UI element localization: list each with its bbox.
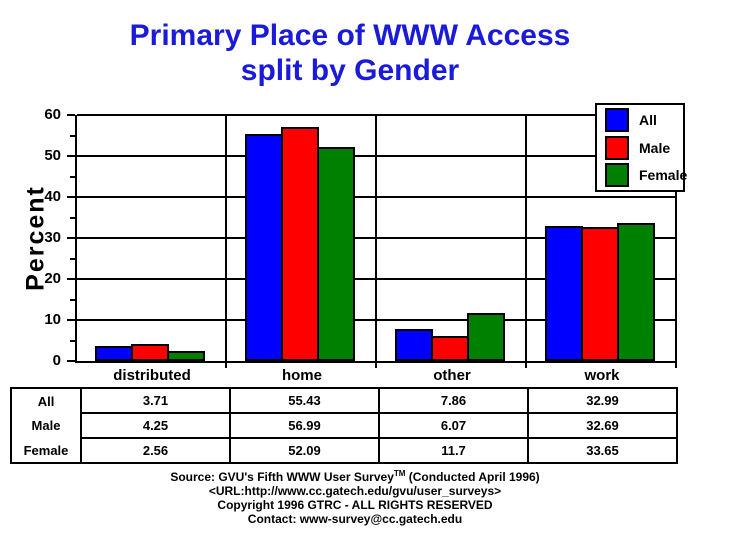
bar-all-work bbox=[545, 226, 583, 361]
gridline-20 bbox=[77, 278, 677, 280]
y-tick-55 bbox=[70, 134, 75, 137]
x-category-label-home: home bbox=[281, 367, 322, 384]
y-tick-label-0: 0 bbox=[52, 352, 61, 369]
y-tick-label-40: 40 bbox=[44, 188, 61, 205]
bar-female-distributed bbox=[167, 351, 205, 361]
y-tick-label-30: 30 bbox=[44, 229, 61, 246]
cell-all-other: 7.86 bbox=[378, 388, 528, 414]
cell-all-work: 32.99 bbox=[527, 388, 677, 414]
row-label-female: Female bbox=[11, 438, 82, 463]
gridline-30 bbox=[77, 237, 677, 239]
legend-swatch-male bbox=[605, 135, 629, 160]
x-category-label-distributed: distributed bbox=[113, 367, 191, 384]
legend-item-male: Male bbox=[605, 135, 683, 160]
bar-male-distributed bbox=[131, 344, 169, 361]
gridline-60 bbox=[77, 114, 677, 117]
x-category-label-work: work bbox=[584, 367, 620, 384]
cell-male-work: 32.69 bbox=[527, 413, 677, 439]
y-tick-50 bbox=[67, 155, 75, 157]
gridline-10 bbox=[77, 319, 677, 321]
x-category-label-other: other bbox=[433, 367, 471, 384]
category-divider-3 bbox=[525, 115, 527, 368]
legend-item-all: All bbox=[605, 108, 683, 133]
legend: All Male Female bbox=[595, 103, 687, 192]
y-tick-label-20: 20 bbox=[44, 270, 61, 287]
cell-male-home: 56.99 bbox=[229, 413, 379, 439]
data-table-body: All 3.71 55.43 7.86 32.99 Male 4.25 56.99 6.07 32… bbox=[11, 388, 677, 463]
gridline-50 bbox=[77, 155, 677, 157]
table-row-all: All 3.71 55.43 7.86 32.99 bbox=[11, 388, 677, 414]
y-tick-35 bbox=[70, 216, 75, 219]
y-tick-30 bbox=[67, 237, 75, 239]
y-tick-25 bbox=[70, 257, 75, 260]
gridline-40 bbox=[77, 196, 677, 198]
y-tick-60 bbox=[67, 114, 75, 117]
chart-title-line2: split by Gender bbox=[240, 54, 460, 87]
bar-female-other bbox=[467, 313, 505, 361]
cell-female-work: 33.65 bbox=[527, 438, 677, 463]
cell-male-other: 6.07 bbox=[378, 413, 528, 439]
legend-label-female: Female bbox=[639, 166, 688, 183]
cell-female-distributed: 2.56 bbox=[80, 438, 230, 463]
table-row-female: Female 2.56 52.09 11.7 33.65 bbox=[11, 438, 677, 463]
plot-right-border bbox=[675, 115, 677, 368]
row-label-male: Male bbox=[11, 413, 82, 438]
y-tick-5 bbox=[70, 339, 75, 342]
chart-title-line1: Primary Place of WWW Access bbox=[129, 19, 571, 52]
cell-female-home: 52.09 bbox=[229, 438, 379, 463]
row-label-all: All bbox=[11, 388, 82, 413]
y-tick-40 bbox=[67, 196, 75, 198]
legend-swatch-female bbox=[605, 162, 629, 187]
footer-source-suffix: (Conducted April 1996) bbox=[405, 470, 540, 484]
chart-title: Primary Place of WWW Access split by Gen… bbox=[0, 18, 700, 88]
cell-female-other: 11.7 bbox=[378, 438, 528, 463]
legend-swatch-all bbox=[605, 108, 629, 133]
bar-male-work bbox=[581, 227, 619, 361]
category-divider-1 bbox=[225, 115, 227, 368]
bar-female-work bbox=[617, 223, 655, 361]
y-tick-10 bbox=[67, 319, 75, 321]
cell-all-distributed: 3.71 bbox=[80, 388, 230, 414]
y-tick-label-60: 60 bbox=[44, 106, 61, 123]
footer-source-line: Source: GVU's Fifth WWW User SurveyTM (C… bbox=[0, 469, 710, 485]
y-tick-label-10: 10 bbox=[44, 311, 61, 328]
footer-source-prefix: Source: GVU's Fifth WWW User Survey bbox=[170, 470, 394, 484]
y-tick-0 bbox=[67, 360, 75, 362]
footer-text: Source: GVU's Fifth WWW User SurveyTM (C… bbox=[0, 469, 710, 527]
bar-all-home bbox=[245, 134, 283, 361]
bar-male-home bbox=[281, 127, 319, 361]
bar-all-other bbox=[395, 329, 433, 361]
data-table: All 3.71 55.43 7.86 32.99 Male 4.25 56.99 6.07 32… bbox=[10, 387, 678, 464]
footer-contact-line: Contact: www-survey@cc.gatech.edu bbox=[247, 512, 463, 526]
cell-all-home: 55.43 bbox=[229, 388, 379, 414]
legend-item-female: Female bbox=[605, 162, 687, 187]
bar-female-home bbox=[317, 147, 355, 361]
plot-area: 0 10 20 30 40 50 60 distributed home other work bbox=[44, 106, 677, 384]
legend-label-male: Male bbox=[639, 139, 671, 156]
bar-male-other bbox=[431, 336, 469, 361]
y-tick-45 bbox=[70, 175, 75, 178]
legend-label-all: All bbox=[639, 112, 657, 129]
y-tick-label-50: 50 bbox=[44, 147, 61, 164]
footer-copyright-line: Copyright 1996 GTRC - ALL RIGHTS RESERVE… bbox=[217, 498, 493, 512]
category-divider-2 bbox=[375, 115, 377, 368]
cell-male-distributed: 4.25 bbox=[80, 413, 230, 439]
trademark-superscript: TM bbox=[393, 469, 406, 478]
table-row-male: Male 4.25 56.99 6.07 32.69 bbox=[11, 413, 677, 439]
footer-url-line: <URL:http://www.cc.gatech.edu/gvu/user_s… bbox=[208, 484, 502, 498]
bar-all-distributed bbox=[95, 346, 133, 361]
y-tick-20 bbox=[67, 278, 75, 280]
y-tick-15 bbox=[70, 298, 75, 301]
